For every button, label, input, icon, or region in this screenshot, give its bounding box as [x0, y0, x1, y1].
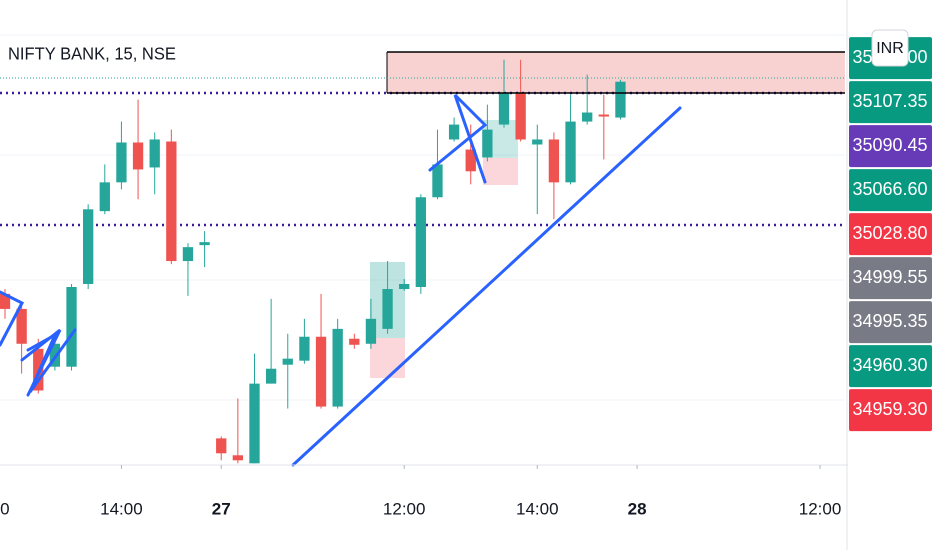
candle-body [565, 121, 576, 183]
candle-body [315, 336, 327, 407]
candle-body [166, 141, 177, 262]
candle-body [299, 336, 310, 361]
price-tag-label: 35066.60 [852, 179, 927, 199]
x-tick-label: 12:00 [799, 499, 842, 518]
candle-body [0, 293, 11, 309]
candle-body [532, 139, 543, 145]
candle-body [265, 368, 277, 384]
x-tick-label: 14:00 [516, 499, 559, 518]
currency-button[interactable] [871, 29, 909, 67]
candle-body [249, 383, 260, 464]
price-tag [849, 169, 932, 212]
candle-body [282, 358, 293, 365]
stop-box [483, 158, 518, 185]
price-tag [849, 125, 932, 168]
currency-label[interactable]: INR [876, 40, 904, 57]
candle-body [99, 182, 110, 212]
price-tag [849, 345, 932, 388]
drawings [0, 93, 682, 467]
candle-body [415, 197, 426, 288]
candle-body [365, 318, 377, 344]
price-tag-label: 34999.55 [852, 267, 927, 287]
candle-body [116, 142, 127, 183]
candle-body [448, 124, 460, 140]
candle-body [482, 129, 493, 158]
candle-body [16, 308, 27, 344]
candle-body [615, 81, 626, 118]
x-tick-label: 12:00 [383, 499, 426, 518]
candle-body [132, 142, 144, 170]
candle-body [232, 455, 244, 461]
price-tag [849, 213, 932, 256]
price-tag [849, 389, 932, 432]
x-tick-label: 27 [212, 499, 231, 518]
candles [0, 59, 626, 464]
candle-body [349, 338, 360, 345]
x-tick-label: 28 [628, 499, 647, 518]
price-tag-label: 34960.30 [852, 355, 927, 375]
candle-body [399, 283, 410, 290]
chart-title: NIFTY BANK, 15, NSE [8, 43, 176, 64]
candle-body [432, 164, 443, 198]
candle-body [582, 112, 593, 122]
x-axis: 12:00 14:00 27 12:00 14:00 28 12:00 [0, 465, 841, 518]
stop-box [370, 338, 405, 378]
candle-body [382, 289, 393, 329]
candle-body [332, 328, 343, 407]
price-tag-label: 34995.35 [852, 311, 927, 331]
price-tag-label: 35090.45 [852, 135, 927, 155]
x-tick-label: 12:00 [0, 499, 10, 518]
price-tag [849, 81, 932, 124]
candle-body [66, 287, 77, 367]
candle-body [465, 149, 476, 172]
candle-body [149, 139, 160, 168]
candle-body [83, 209, 94, 284]
candle-body [548, 139, 560, 183]
price-tag-label: 35107.35 [852, 91, 927, 111]
price-tag-label: 35028.80 [852, 223, 927, 243]
x-tick-label: 14:00 [100, 499, 143, 518]
candle-body [598, 114, 609, 117]
price-tag [849, 257, 932, 300]
candle-body [182, 247, 194, 262]
price-tag-label: 34959.30 [852, 399, 927, 419]
candle-body [199, 242, 210, 246]
candle-body [498, 92, 510, 125]
candle-body [216, 438, 227, 454]
title-bg [0, 38, 160, 72]
candle-body [515, 92, 526, 140]
price-tag [849, 301, 932, 344]
price-scale: 35128.0035107.3535090.4535066.6035028.80… [849, 37, 932, 432]
